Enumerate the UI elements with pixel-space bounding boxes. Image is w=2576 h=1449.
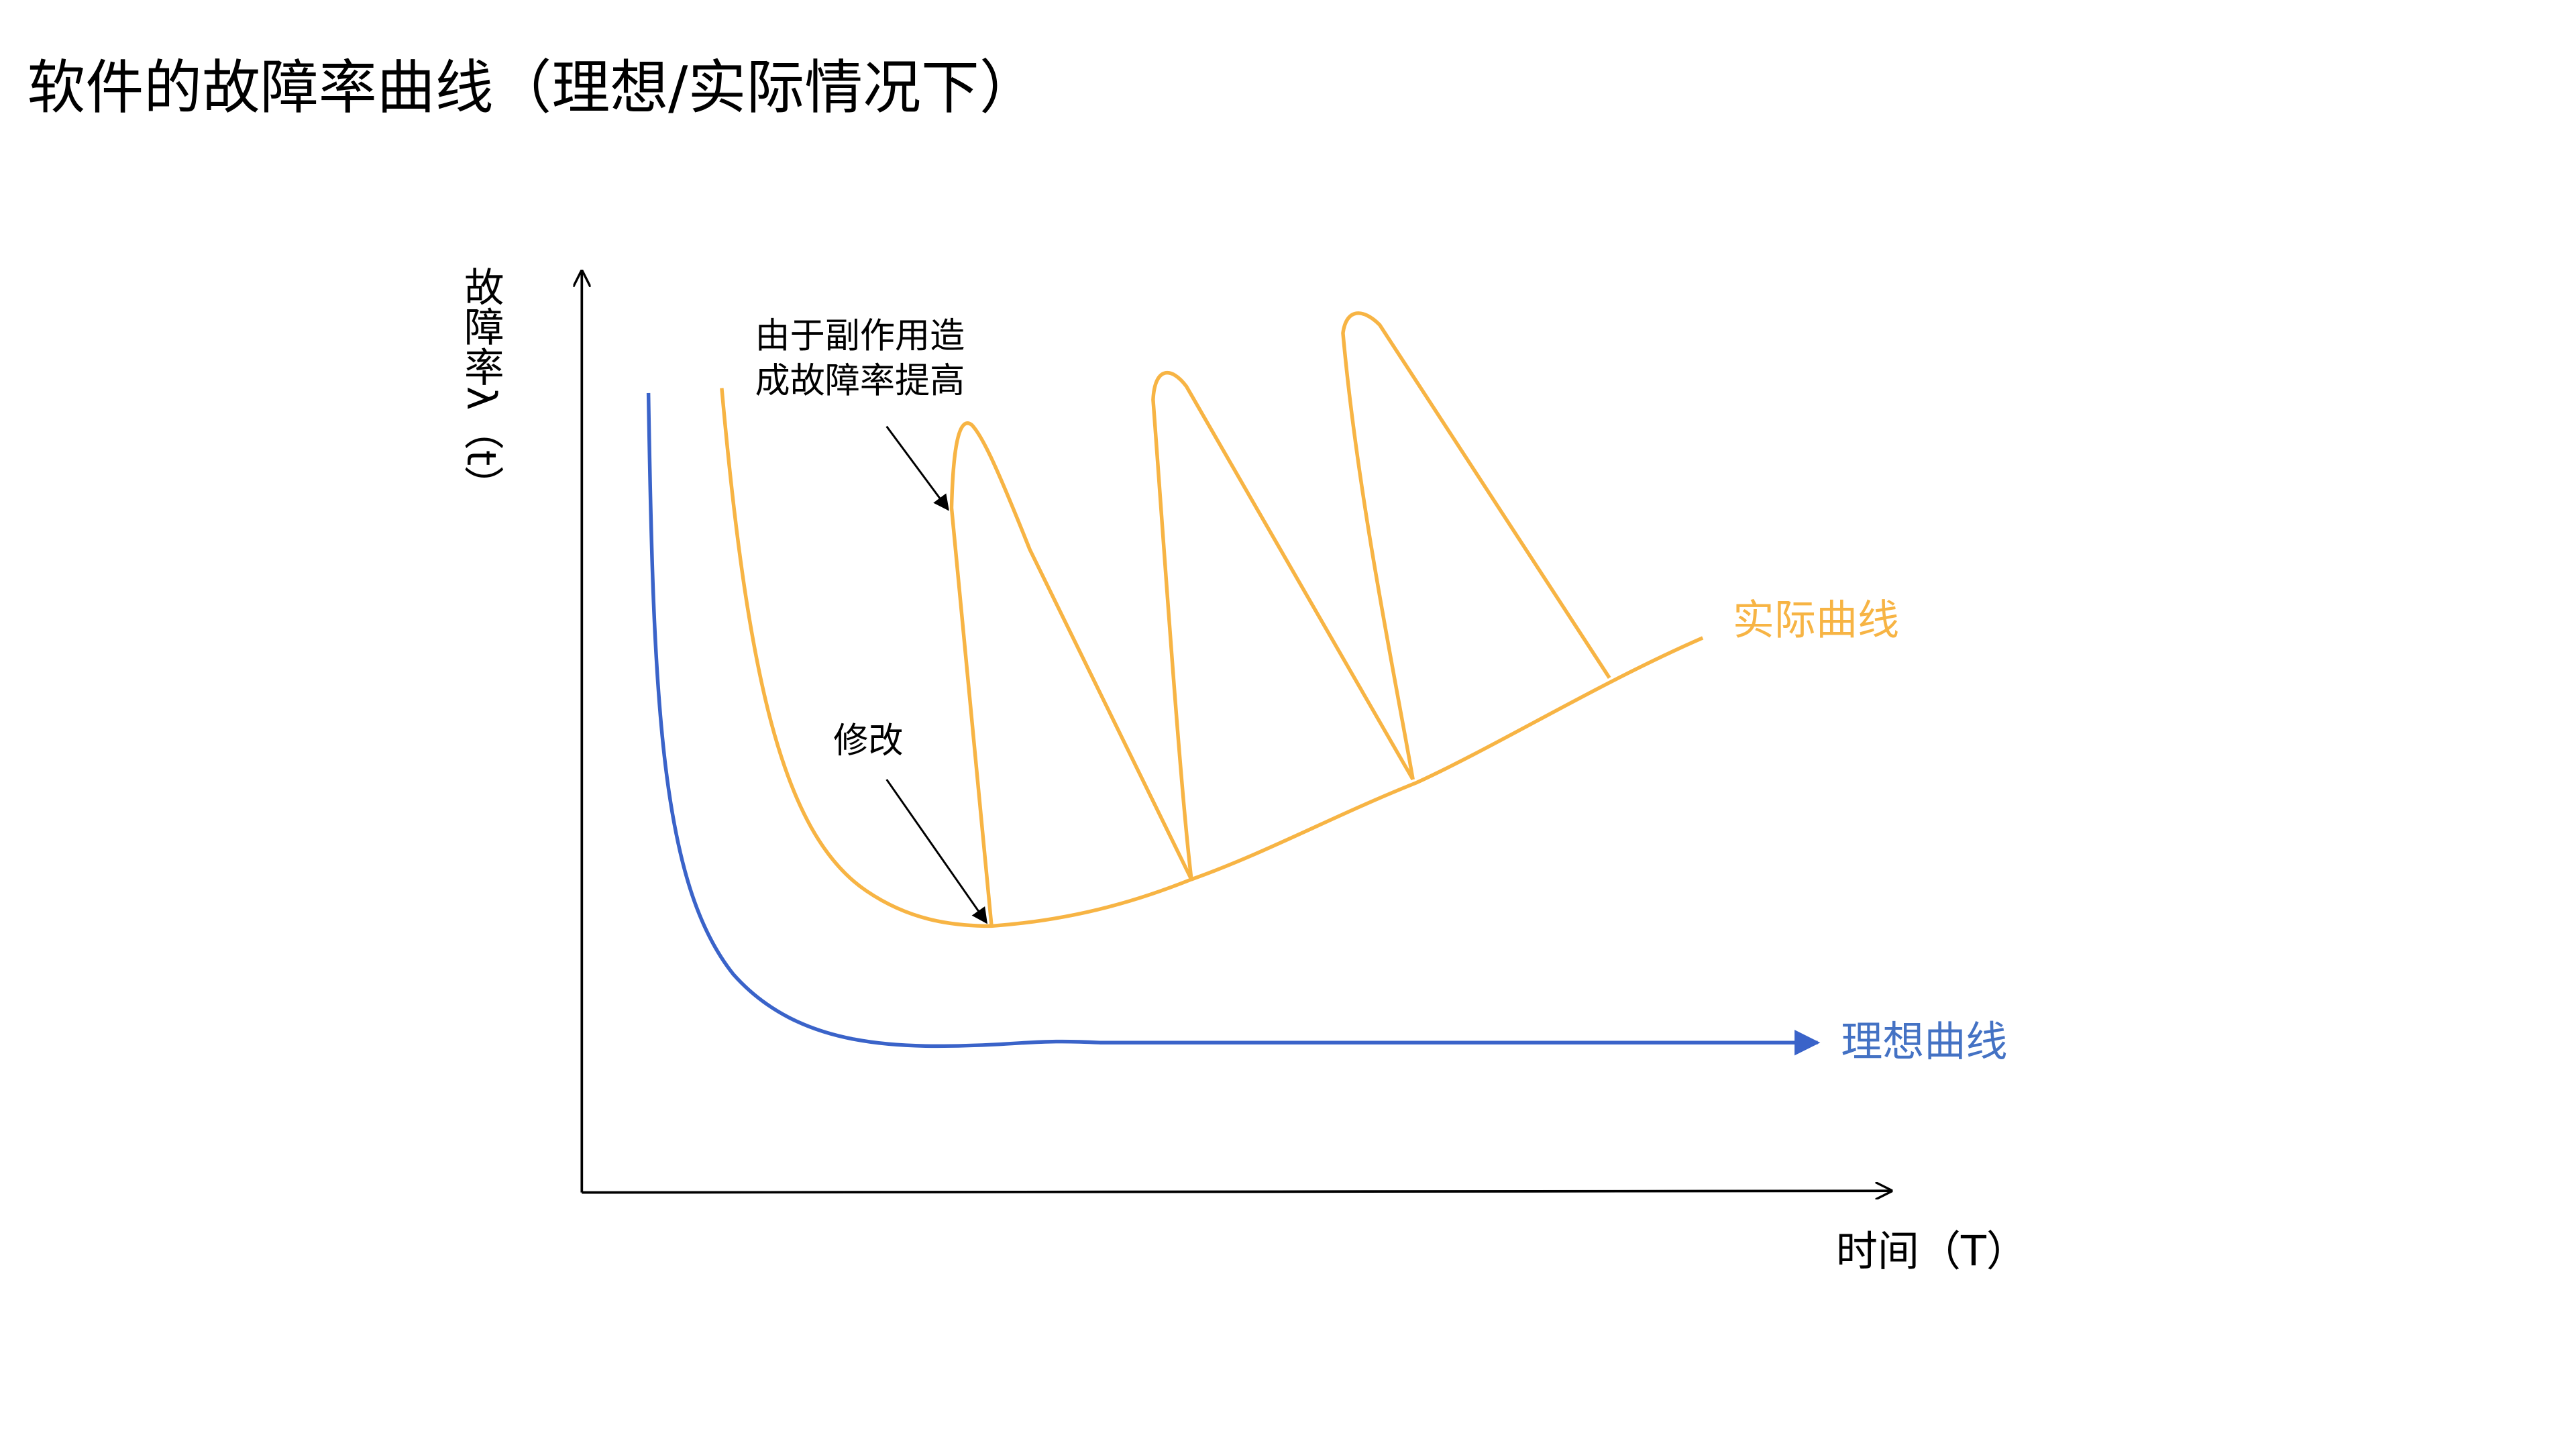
annotation: 由于副作用造 — [755, 316, 965, 356]
annotation-arrow — [885, 425, 949, 511]
title: 软件的故障率曲线（理想/实际情况下） — [28, 54, 1038, 121]
annotation: 修改 — [833, 720, 903, 761]
annotation-arrow — [885, 779, 987, 924]
actual-curve-label: 实际曲线 — [1733, 596, 1899, 645]
annotation: 成故障率提高 — [755, 361, 965, 401]
x-axis — [582, 1191, 1890, 1192]
x-axis-label: 时间（T） — [1836, 1227, 2028, 1276]
ideal-curve — [646, 392, 1821, 1056]
y-axis-label: 故障率λ（t） — [458, 266, 504, 506]
actual-curve — [720, 311, 1704, 928]
ideal-curve-label: 理想曲线 — [1841, 1017, 2007, 1066]
